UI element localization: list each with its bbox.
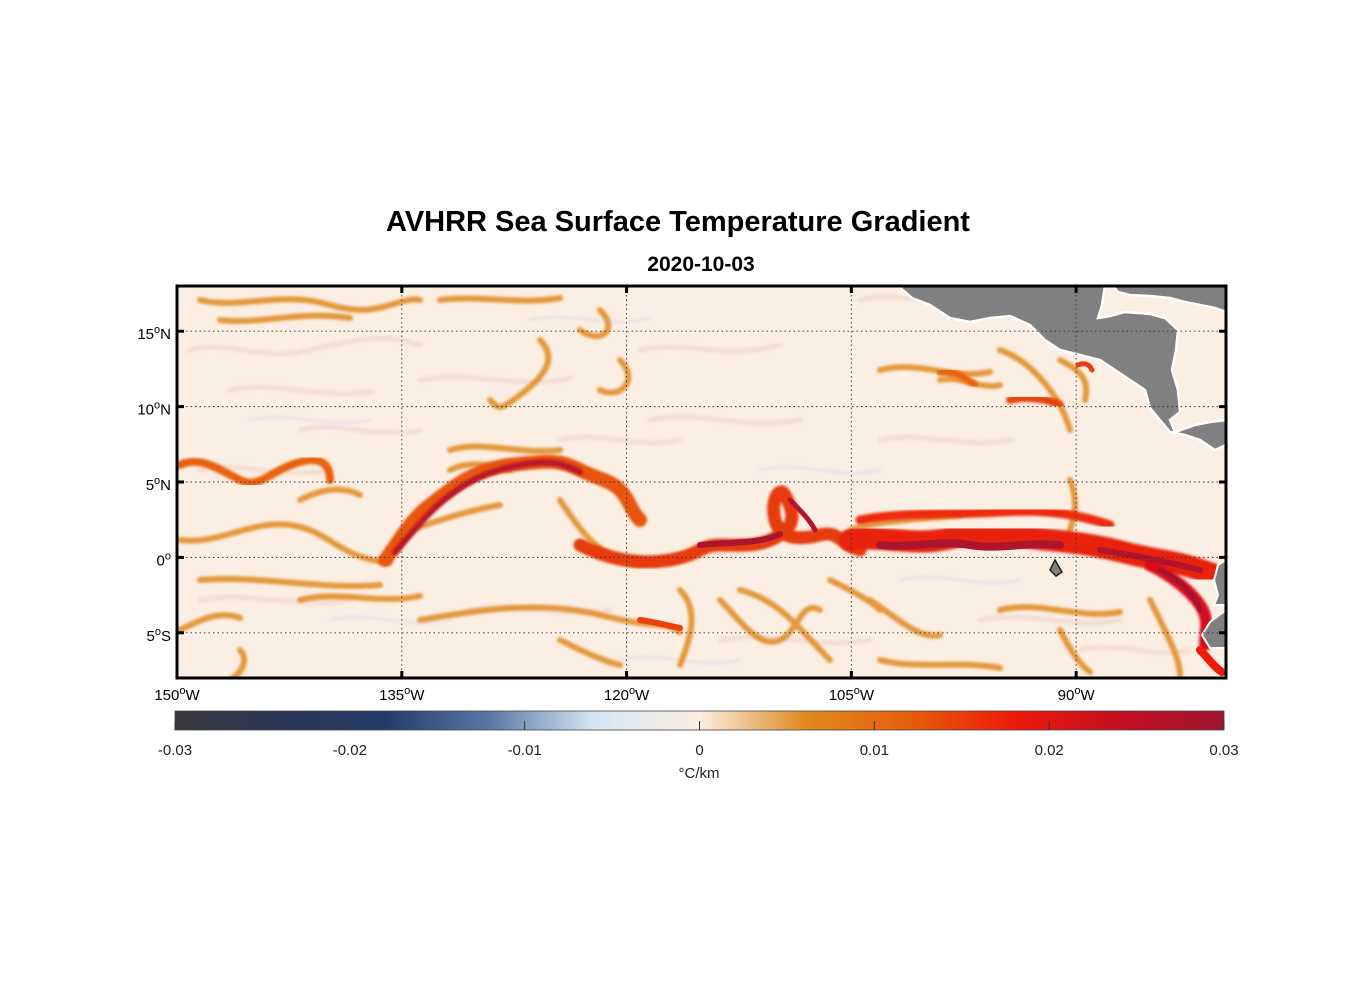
colorbar-unit-label: °C/km <box>679 765 720 782</box>
lon-tick-label: 90oW <box>1058 685 1096 704</box>
lat-tick-label: 5oS <box>147 626 171 645</box>
latitude-labels: 15oN 10oN 5oN 0o 5oS <box>137 324 171 645</box>
lon-tick-label: 150oW <box>154 685 200 704</box>
map-subtitle: 2020-10-03 <box>647 253 755 276</box>
colorbar-tick-label: 0.01 <box>860 742 889 759</box>
map-ticks <box>175 286 1226 678</box>
colorbar-tick-label: -0.01 <box>508 742 542 759</box>
colorbar-tick-label: 0.03 <box>1209 742 1238 759</box>
lon-tick-label: 105oW <box>829 685 875 704</box>
colorbar-ticks: -0.03 -0.02 -0.01 0 0.01 0.02 0.03 <box>158 721 1239 759</box>
graticule <box>177 286 1226 678</box>
colorbar-tick-label: -0.03 <box>158 742 192 759</box>
lat-tick-label: 10oN <box>137 400 171 419</box>
lon-tick-label: 120oW <box>604 685 650 704</box>
colorbar-tick-label: 0 <box>695 742 703 759</box>
colorbar-tick-label: -0.02 <box>333 742 367 759</box>
land-mask <box>896 286 1226 649</box>
longitude-labels: 150oW 135oW 120oW 105oW 90oW <box>154 685 1095 704</box>
map-title: AVHRR Sea Surface Temperature Gradient <box>386 206 970 238</box>
colorbar-tick-label: 0.02 <box>1035 742 1064 759</box>
colorbar-bar <box>175 711 1224 730</box>
negative-gradient-streaks <box>248 315 1022 665</box>
colorbar: -0.03 -0.02 -0.01 0 0.01 0.02 0.03 °C/km <box>158 710 1239 782</box>
map-plot-area <box>177 286 1226 678</box>
lon-tick-label: 135oW <box>379 685 425 704</box>
lat-tick-label: 5oN <box>146 475 171 494</box>
lat-tick-label: 0o <box>157 550 171 569</box>
lat-tick-label: 15oN <box>137 324 171 343</box>
